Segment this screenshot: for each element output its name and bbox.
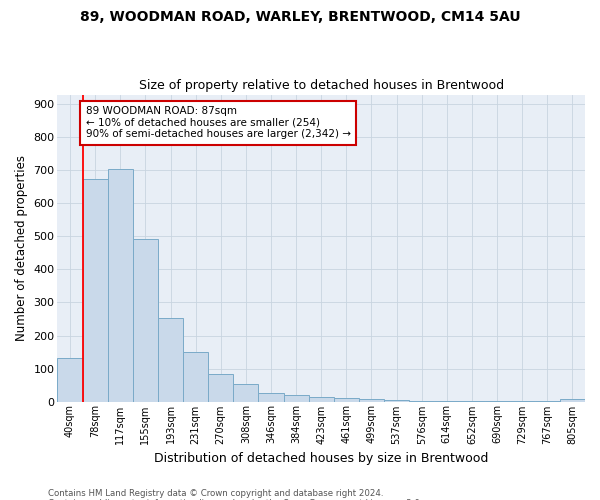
Bar xyxy=(108,170,133,402)
Bar xyxy=(334,398,359,402)
Bar xyxy=(58,358,83,402)
Bar xyxy=(208,374,233,402)
X-axis label: Distribution of detached houses by size in Brentwood: Distribution of detached houses by size … xyxy=(154,452,488,465)
Bar xyxy=(460,401,485,402)
Bar xyxy=(409,400,434,402)
Bar xyxy=(284,395,308,402)
Bar xyxy=(359,399,384,402)
Bar xyxy=(485,401,509,402)
Bar xyxy=(560,399,585,402)
Y-axis label: Number of detached properties: Number of detached properties xyxy=(15,155,28,341)
Text: Contains HM Land Registry data © Crown copyright and database right 2024.: Contains HM Land Registry data © Crown c… xyxy=(48,488,383,498)
Bar xyxy=(133,239,158,402)
Text: 89 WOODMAN ROAD: 87sqm
← 10% of detached houses are smaller (254)
90% of semi-de: 89 WOODMAN ROAD: 87sqm ← 10% of detached… xyxy=(86,106,350,140)
Title: Size of property relative to detached houses in Brentwood: Size of property relative to detached ho… xyxy=(139,79,504,92)
Bar xyxy=(384,400,409,402)
Bar xyxy=(183,352,208,402)
Bar xyxy=(158,318,183,402)
Bar xyxy=(434,401,460,402)
Text: Contains public sector information licensed under the Open Government Licence v3: Contains public sector information licen… xyxy=(48,498,422,500)
Text: 89, WOODMAN ROAD, WARLEY, BRENTWOOD, CM14 5AU: 89, WOODMAN ROAD, WARLEY, BRENTWOOD, CM1… xyxy=(80,10,520,24)
Bar xyxy=(259,393,284,402)
Bar xyxy=(233,384,259,402)
Bar xyxy=(83,178,108,402)
Bar xyxy=(308,397,334,402)
